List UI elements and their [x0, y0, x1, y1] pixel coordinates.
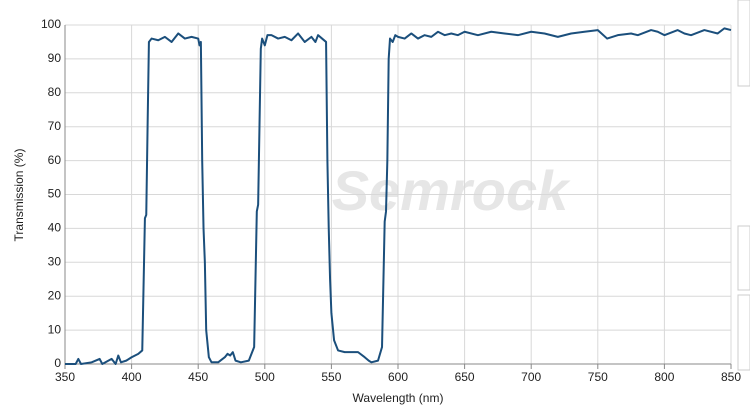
y-tick-label: 60 — [48, 153, 62, 167]
y-tick-label: 100 — [41, 17, 61, 31]
side-panel[interactable] — [737, 0, 750, 87]
side-panel[interactable] — [737, 294, 750, 371]
x-tick-label: 450 — [188, 370, 208, 384]
x-tick-label: 550 — [321, 370, 341, 384]
y-tick-label: 30 — [48, 254, 62, 268]
y-tick-label: 90 — [48, 51, 62, 65]
x-tick-label: 700 — [521, 370, 541, 384]
y-tick-label: 0 — [54, 356, 61, 370]
x-tick-label: 600 — [388, 370, 408, 384]
x-tick-label: 400 — [122, 370, 142, 384]
data-line — [65, 27, 732, 365]
y-axis-label: Transmission (%) — [12, 149, 26, 242]
x-tick-label: 650 — [455, 370, 475, 384]
x-tick-label: 800 — [654, 370, 674, 384]
y-tick-label: 50 — [48, 187, 62, 201]
y-tick-label: 10 — [48, 322, 62, 336]
y-tick-label: 40 — [48, 221, 62, 235]
x-tick-label: 850 — [721, 370, 741, 384]
y-tick-label: 80 — [48, 85, 62, 99]
side-panel[interactable] — [737, 225, 750, 291]
watermark: Semrock — [332, 159, 571, 222]
x-tick-label: 350 — [55, 370, 75, 384]
x-tick-label: 500 — [255, 370, 275, 384]
x-axis-label: Wavelength (nm) — [353, 391, 444, 405]
y-tick-label: 70 — [48, 119, 62, 133]
y-tick-label: 20 — [48, 288, 62, 302]
x-tick-label: 750 — [588, 370, 608, 384]
